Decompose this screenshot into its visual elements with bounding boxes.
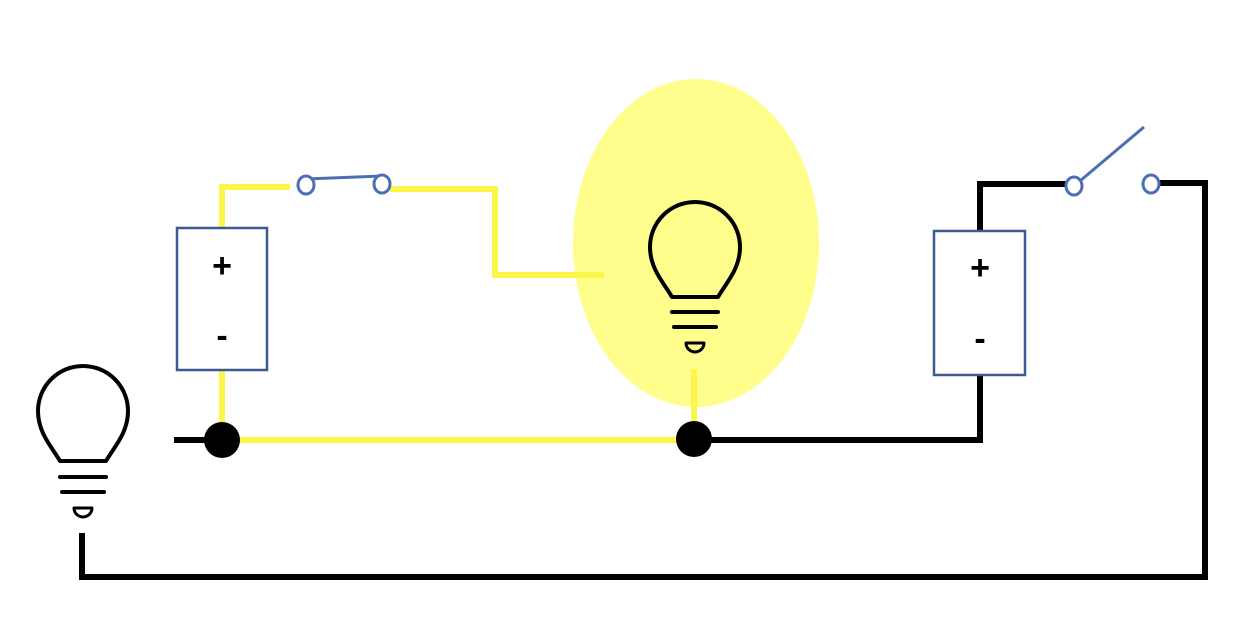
battery-left: + - <box>175 226 269 372</box>
switch-right-contact-b <box>1141 173 1161 195</box>
battery-right-body <box>932 229 1027 377</box>
active-circuit-wires <box>219 184 697 443</box>
wire-right-battery-to-switch <box>977 181 1067 231</box>
switch-left <box>296 173 392 196</box>
switch-left-blade <box>305 174 383 181</box>
inactive-circuit-wires <box>79 180 1208 580</box>
battery-right: + - <box>932 229 1027 377</box>
switch-right-contact-a <box>1064 175 1084 197</box>
switch-left-contact-b <box>372 173 392 195</box>
bulb-left-icon <box>36 364 130 519</box>
battery-left-minus-label: - <box>216 317 227 355</box>
wire-left-battery-to-switch <box>219 184 290 227</box>
bulb-center-icon <box>648 200 742 354</box>
junction-dot-center <box>676 421 712 457</box>
switch-left-contact-a <box>296 174 316 196</box>
switch-right-blade <box>1073 125 1145 188</box>
battery-right-minus-label: - <box>974 320 985 358</box>
bulb-glow <box>573 79 819 407</box>
wire-switch-to-center-bulb <box>390 186 604 278</box>
wire-right-switch-loop <box>79 180 1208 580</box>
junction-dot-left <box>204 422 240 458</box>
battery-left-body <box>175 226 269 372</box>
battery-left-plus-label: + <box>212 247 232 285</box>
battery-right-plus-label: + <box>970 249 990 287</box>
wire-junction-to-right-battery <box>694 375 983 443</box>
switch-right <box>1064 125 1161 197</box>
